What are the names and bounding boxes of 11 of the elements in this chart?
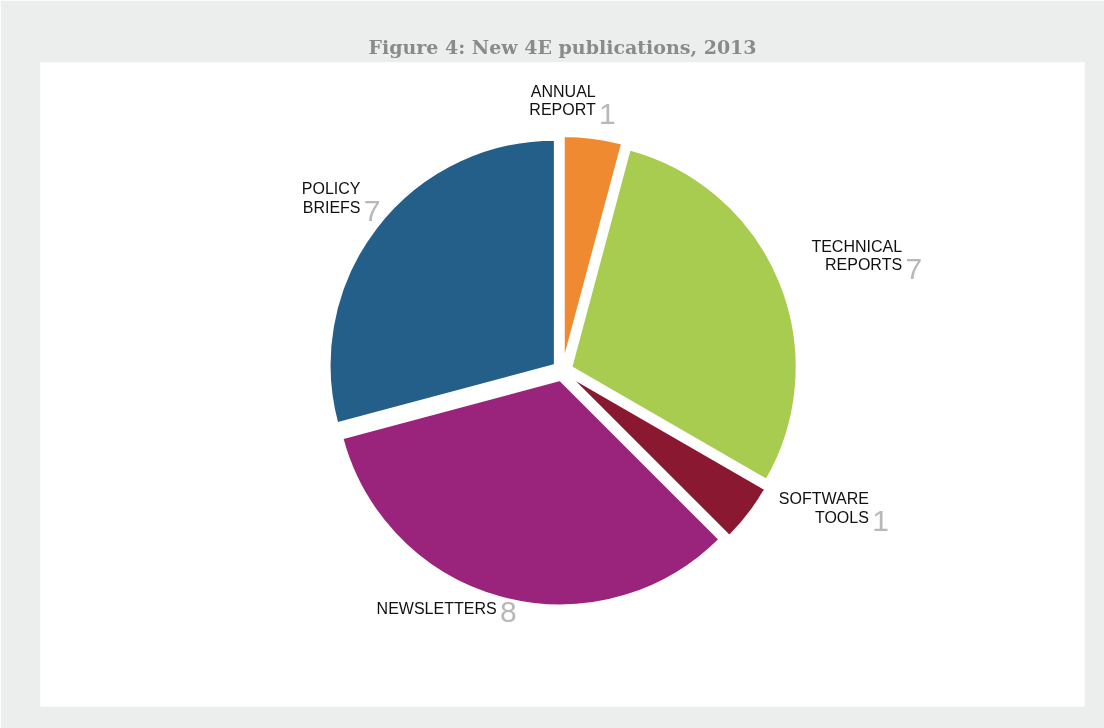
slice-label: SOFTWARE TOOLS — [778, 490, 869, 526]
data-label: 8 — [499, 595, 517, 629]
data-label: 1 — [599, 96, 616, 130]
slice-label: POLICY BRIEFS — [301, 180, 361, 216]
chart-title: Figure 4: New 4E publications, 2013 — [368, 35, 757, 58]
data-label: 7 — [363, 194, 381, 228]
slice-label: NEWSLETTERS — [376, 599, 497, 617]
slice-label: ANNUAL REPORT — [529, 82, 596, 119]
slice-label: TECHNICAL REPORTS — [811, 237, 903, 274]
data-label: 1 — [872, 504, 889, 538]
data-label: 7 — [905, 251, 923, 285]
